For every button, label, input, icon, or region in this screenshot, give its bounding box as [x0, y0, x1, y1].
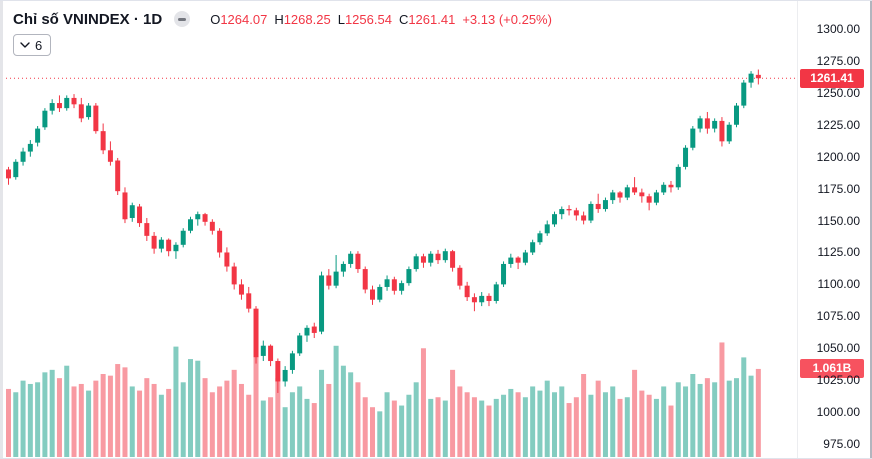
minus-circle-icon[interactable] — [174, 11, 191, 27]
open-value: O 1264.07 — [210, 11, 268, 27]
price-tick-label: 1125.00 — [817, 245, 861, 260]
indicator-count-label: 6 — [35, 37, 43, 53]
last-price-badge: 1261.41 — [800, 68, 864, 88]
ohlc-values: O 1264.07 H 1268.25 L 1256.54 C 1261.41 +3.1… — [210, 12, 552, 27]
price-tick-label: 1225.00 — [816, 117, 860, 132]
price-tick-label: 1250.00 — [816, 85, 860, 100]
price-tick-label: 1300.00 — [816, 21, 860, 36]
left-border — [0, 1, 3, 458]
price-tick-label: 1275.00 — [816, 53, 860, 68]
price-tick-label: 1000.00 — [816, 405, 860, 420]
close-value: C 1261.41 — [398, 11, 456, 27]
price-tick-label: 1100.00 — [817, 277, 861, 292]
price-tick-label: 1200.00 — [816, 149, 860, 164]
minus-dash — [178, 17, 187, 21]
candlestick-chart-pane[interactable] — [0, 1, 797, 459]
indicator-count-button[interactable]: 6 — [13, 34, 52, 56]
volume-badge: 1.061B — [800, 359, 864, 379]
change-value: +3.13 (+0.25%) — [462, 11, 552, 27]
high-value: H 1268.25 — [274, 11, 331, 27]
price-tick-label: 975.00 — [823, 437, 860, 452]
right-border — [870, 1, 872, 458]
price-tick-label: 1050.00 — [816, 341, 860, 356]
price-tick-label: 1150.00 — [817, 213, 861, 228]
price-tick-label: 1025.00 — [816, 373, 860, 388]
price-tick-label: 1075.00 — [816, 309, 860, 324]
price-axis[interactable]: 1261.41 1.061B 1300.00 1275.00 1250.00 1225… — [797, 1, 870, 458]
low-value: L 1256.54 — [337, 11, 392, 27]
symbol-title[interactable]: Chỉ số VNINDEX · 1D — [13, 10, 163, 28]
price-tick-label: 1175.00 — [817, 181, 861, 196]
chevron-down-icon — [20, 42, 30, 48]
